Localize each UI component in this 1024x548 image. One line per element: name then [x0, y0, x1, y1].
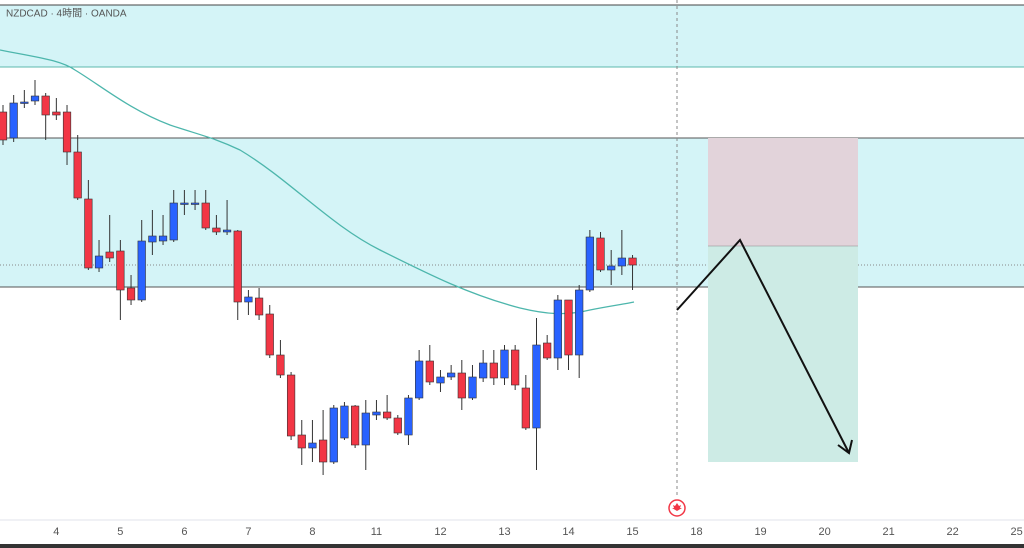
- candle-body: [158, 235, 168, 242]
- candle-body: [137, 240, 146, 301]
- candle-body: [543, 342, 552, 359]
- x-tick-label: 25: [1011, 526, 1023, 538]
- arrow-head: [837, 439, 853, 455]
- candle-body: [222, 229, 232, 233]
- candle-body: [425, 360, 434, 383]
- candle-body: [553, 299, 562, 359]
- candle-body: [372, 411, 381, 416]
- candle-body: [180, 202, 189, 205]
- candle-body: [286, 374, 296, 437]
- candle-body: [564, 299, 573, 356]
- maple-leaf: [672, 503, 682, 511]
- candle-body: [521, 387, 530, 429]
- candle-body: [479, 362, 488, 379]
- candle-body: [148, 235, 157, 243]
- candle-body: [84, 198, 93, 269]
- candle-body: [73, 151, 82, 199]
- candle-body: [361, 412, 370, 446]
- candle-body: [212, 227, 221, 233]
- stop-zone: [708, 138, 858, 246]
- candle-body: [169, 202, 178, 241]
- candle-body: [254, 297, 264, 316]
- candle-body: [351, 405, 360, 446]
- candle-body: [105, 251, 114, 259]
- candle-body: [585, 236, 594, 291]
- candle-body: [52, 111, 61, 116]
- x-tick-label: 19: [754, 526, 766, 538]
- candle-body: [457, 372, 466, 399]
- chart-title: NZDCAD · 4時間 · OANDA: [6, 8, 127, 20]
- candle-body: [617, 257, 626, 267]
- candle-body: [532, 344, 541, 429]
- target-zone: [708, 246, 858, 462]
- candle-body: [511, 349, 520, 386]
- x-tick-label: 21: [882, 526, 894, 538]
- x-tick-label: 20: [818, 526, 830, 538]
- candle-body: [318, 439, 328, 463]
- candle-body: [500, 349, 509, 379]
- candle-body: [436, 376, 445, 384]
- x-tick-label: 14: [562, 526, 574, 538]
- candle-body: [596, 237, 605, 271]
- candle-body: [607, 265, 616, 271]
- x-tick-label: 15: [626, 526, 638, 538]
- candle-body: [329, 407, 338, 463]
- candle-body: [94, 255, 104, 269]
- x-tick-label: 5: [117, 526, 123, 538]
- x-tick-label: 18: [690, 526, 702, 538]
- moving-average: [0, 49, 635, 315]
- candle-body: [468, 376, 477, 399]
- candle-body: [41, 95, 50, 116]
- bottom-bar: [0, 544, 1024, 548]
- candle-body: [9, 102, 18, 139]
- x-tick-label: 6: [181, 526, 187, 538]
- candle-body: [276, 354, 285, 376]
- candle-body: [201, 202, 210, 229]
- candle-body: [233, 230, 242, 303]
- candles: [0, 80, 637, 475]
- x-tick-label: 8: [309, 526, 315, 538]
- candle-body: [62, 111, 72, 153]
- candle-body: [447, 372, 456, 378]
- candle-body: [190, 202, 200, 205]
- candle-body: [20, 101, 29, 104]
- candle-body: [383, 411, 392, 419]
- x-tick-label: 11: [371, 526, 382, 538]
- x-tick-label: 4: [53, 526, 59, 538]
- candle-body: [244, 296, 253, 303]
- candle-body: [415, 360, 424, 399]
- x-tick-label: 7: [245, 526, 251, 538]
- candle-body: [265, 313, 274, 356]
- candle-body: [126, 287, 136, 301]
- candle-body: [116, 250, 125, 291]
- x-tick-label: 12: [434, 526, 446, 538]
- candle-body: [575, 289, 584, 356]
- x-tick-label: 13: [498, 526, 510, 538]
- zone-top: [0, 5, 1024, 67]
- candle-body: [30, 95, 40, 102]
- x-tick-label: 22: [947, 526, 959, 538]
- candle-body: [0, 111, 8, 141]
- candle-body: [297, 434, 306, 449]
- candle-body: [393, 417, 402, 434]
- candle-body: [489, 362, 498, 379]
- candle-body: [308, 442, 317, 449]
- projection-arrow: [676, 238, 850, 454]
- candle-body: [628, 257, 637, 266]
- candle-body: [340, 405, 349, 439]
- candle-body: [404, 397, 413, 436]
